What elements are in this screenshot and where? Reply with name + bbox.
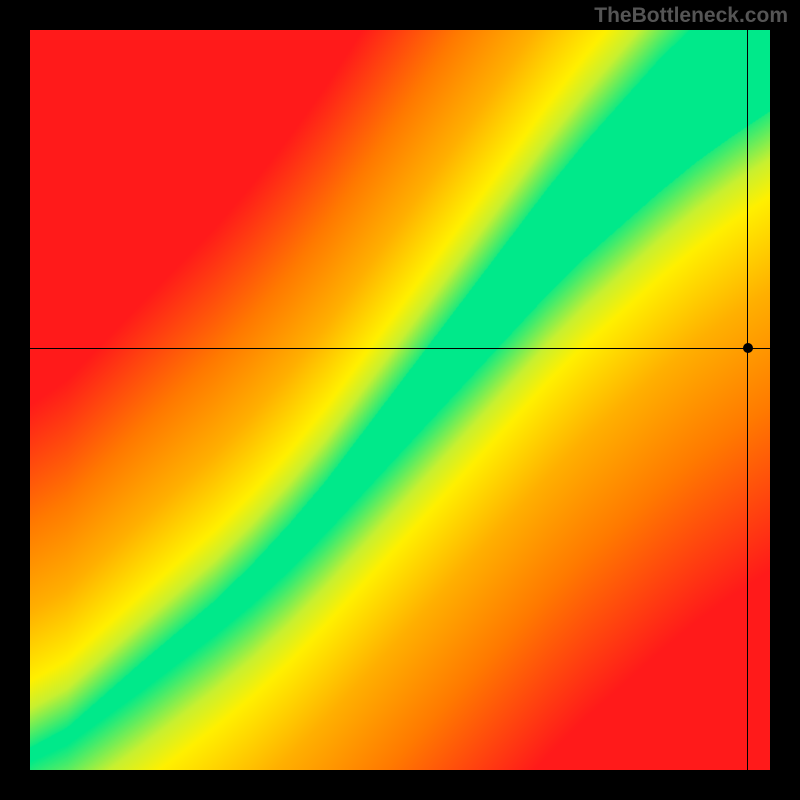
crosshair-horizontal	[30, 348, 770, 349]
chart-container: TheBottleneck.com	[0, 0, 800, 800]
crosshair-vertical	[747, 30, 748, 770]
heatmap-canvas	[30, 30, 770, 770]
frame-border-right	[770, 0, 800, 800]
frame-border-left	[0, 0, 30, 800]
attribution-text: TheBottleneck.com	[594, 4, 788, 28]
frame-border-bottom	[0, 770, 800, 800]
crosshair-marker	[743, 343, 753, 353]
